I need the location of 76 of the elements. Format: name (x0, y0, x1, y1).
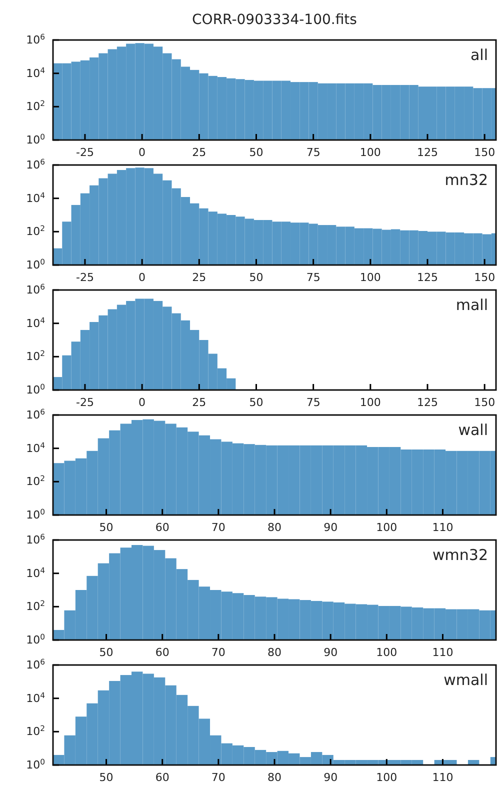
x-tick-label: 0 (138, 396, 146, 409)
x-tick-label: 60 (155, 646, 170, 659)
x-tick-label: 90 (324, 770, 338, 784)
y-tick-label: 10$^{6}$ (26, 282, 46, 297)
y-tick-label: 10$^{4}$ (26, 190, 46, 205)
x-tick-label: -25 (76, 146, 94, 159)
x-tick-label: 80 (268, 770, 282, 784)
annotation: mn32 (444, 171, 488, 189)
x-tick-label: 75 (306, 396, 320, 409)
x-tick-label: 50 (249, 396, 264, 409)
y-tick-label: 10$^{4}$ (26, 565, 46, 580)
x-tick-label: 70 (211, 520, 226, 534)
y-tick-label: 10$^{2}$ (26, 598, 46, 614)
x-tick-label: 125 (416, 396, 438, 409)
x-tick-label: 60 (155, 770, 170, 784)
x-tick-label: 110 (432, 646, 454, 659)
x-tick-label: 110 (432, 770, 454, 784)
x-tick-label: 50 (99, 770, 114, 784)
x-tick-label: 25 (192, 396, 206, 409)
x-tick-label: 100 (360, 146, 381, 159)
y-tick-label: 10$^{4}$ (26, 440, 46, 455)
annotation: all (470, 46, 488, 64)
y-tick-label: 10$^{6}$ (26, 157, 46, 172)
x-tick-label: 150 (474, 270, 496, 284)
y-tick-label: 10$^{4}$ (26, 690, 46, 705)
y-tick-label: 10$^{0}$ (26, 257, 46, 272)
y-tick-label: 10$^{2}$ (26, 224, 46, 238)
x-tick-label: 75 (306, 270, 320, 284)
x-tick-label: 100 (376, 646, 398, 659)
x-tick-label: 75 (306, 146, 320, 159)
x-tick-label: 50 (99, 520, 114, 534)
y-tick-label: 10$^{0}$ (26, 757, 46, 772)
x-tick-label: 150 (474, 396, 496, 409)
x-tick-label: 150 (474, 146, 496, 159)
x-tick-label: 100 (376, 770, 398, 784)
x-tick-label: 60 (155, 520, 170, 534)
x-tick-label: -25 (76, 396, 94, 409)
x-tick-label: 125 (416, 270, 438, 284)
x-tick-label: 0 (138, 270, 146, 284)
x-tick-label: 100 (360, 396, 381, 409)
y-tick-label: 10$^{2}$ (26, 98, 46, 114)
x-tick-label: 110 (432, 520, 454, 534)
x-tick-label: 25 (192, 146, 206, 159)
annotation: wmn32 (432, 546, 488, 564)
x-tick-label: 50 (249, 146, 264, 159)
y-tick-label: 10$^{6}$ (26, 407, 46, 422)
y-tick-label: 10$^{0}$ (26, 632, 46, 647)
annotation: mall (456, 296, 488, 314)
x-tick-label: 90 (324, 646, 338, 659)
x-tick-label: 0 (138, 146, 146, 159)
x-tick-label: 80 (268, 520, 282, 534)
x-tick-label: 25 (192, 270, 206, 284)
x-tick-label: 50 (99, 646, 114, 659)
x-tick-label: 70 (211, 770, 226, 784)
y-tick-label: 10$^{6}$ (26, 532, 46, 547)
x-tick-label: 100 (376, 520, 398, 534)
x-tick-label: 70 (211, 646, 226, 659)
y-tick-label: 10$^{2}$ (26, 348, 46, 364)
chart-title: CORR-0903334-100.fits (192, 12, 357, 28)
y-tick-label: 10$^{0}$ (26, 382, 46, 397)
y-tick-label: 10$^{4}$ (26, 315, 46, 330)
y-tick-label: 10$^{4}$ (26, 65, 46, 80)
x-tick-label: 90 (324, 520, 338, 534)
y-tick-label: 10$^{2}$ (26, 474, 46, 488)
y-tick-label: 10$^{0}$ (26, 507, 46, 522)
x-tick-label: 125 (416, 146, 438, 159)
y-tick-label: 10$^{6}$ (26, 32, 46, 47)
x-tick-label: 50 (249, 270, 264, 284)
y-tick-label: 10$^{2}$ (26, 724, 46, 738)
annotation: wall (458, 421, 488, 439)
x-tick-label: 80 (268, 646, 282, 659)
x-tick-label: -25 (76, 270, 94, 284)
y-tick-label: 10$^{6}$ (26, 657, 46, 672)
annotation: wmall (444, 671, 488, 689)
y-tick-label: 10$^{0}$ (26, 132, 46, 147)
x-tick-label: 100 (360, 270, 381, 284)
